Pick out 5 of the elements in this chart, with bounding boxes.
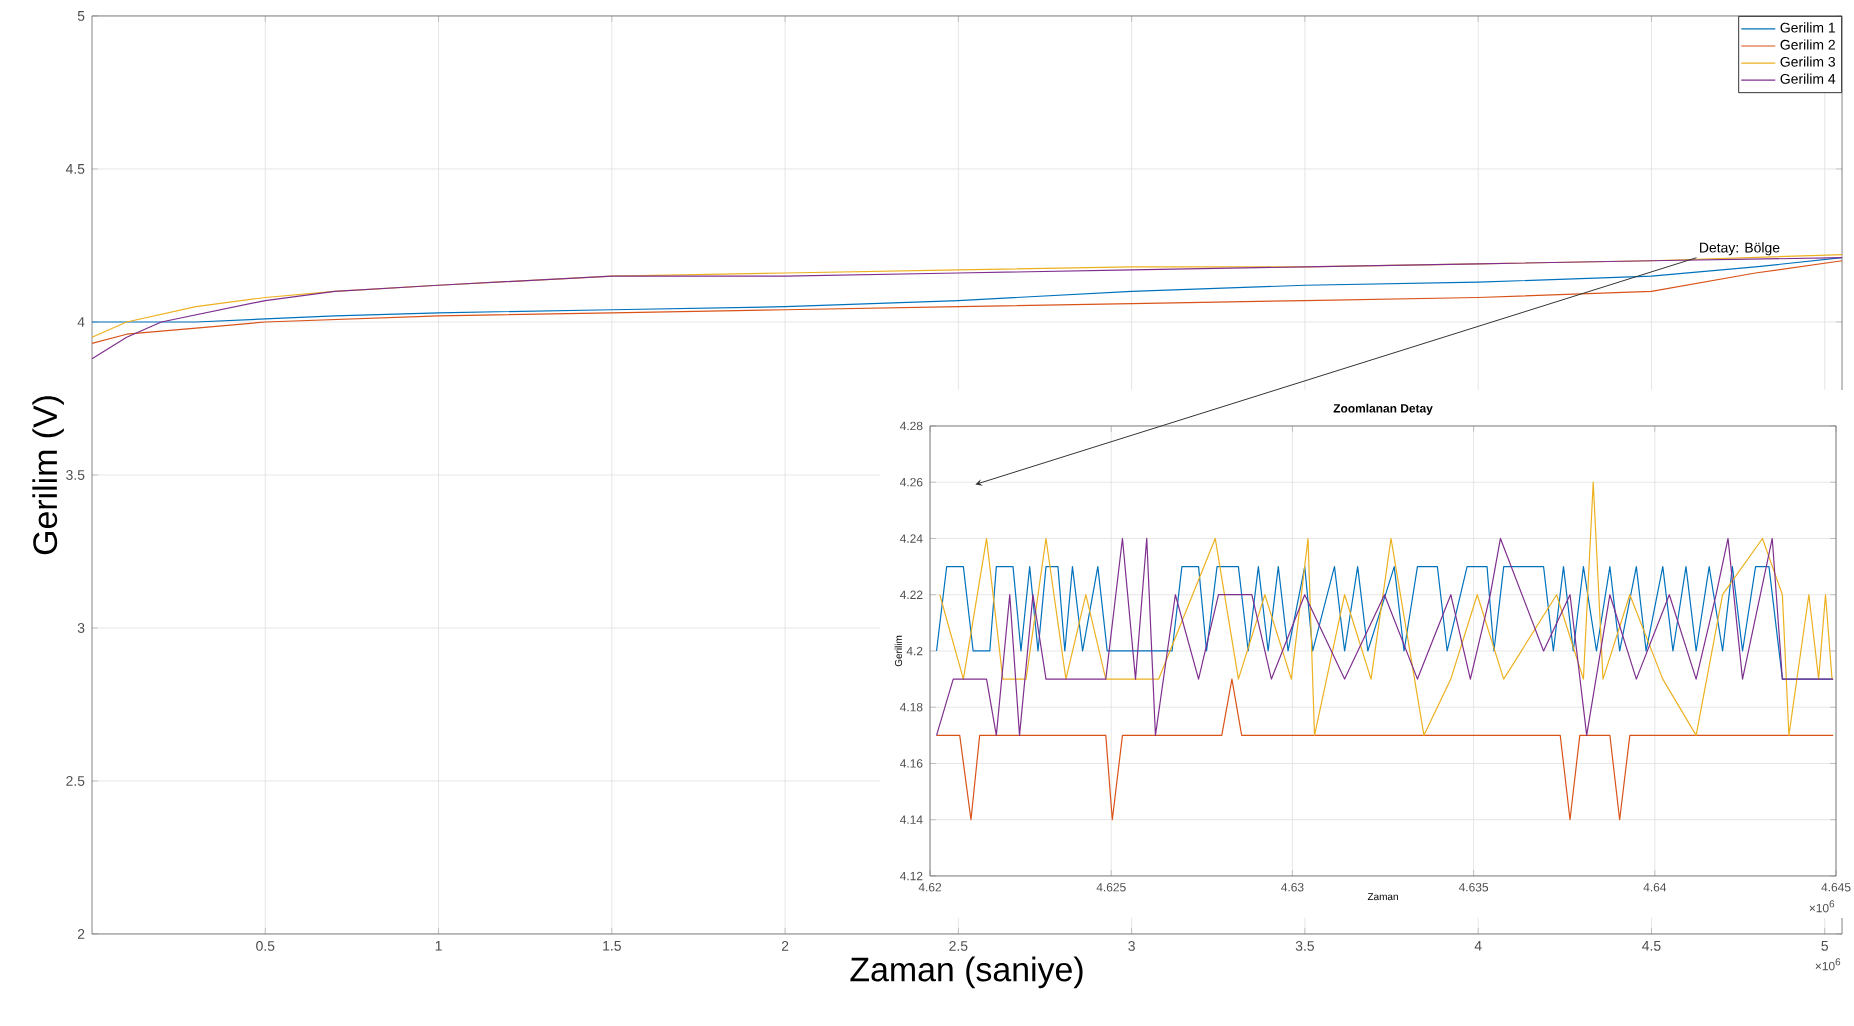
y-axis-title: Gerilim (V) xyxy=(32,396,64,555)
line-series xyxy=(935,537,1834,736)
line-series xyxy=(939,481,1833,736)
x-axis-title: Zaman (saniye) xyxy=(850,956,1083,989)
line-series xyxy=(91,257,1843,360)
